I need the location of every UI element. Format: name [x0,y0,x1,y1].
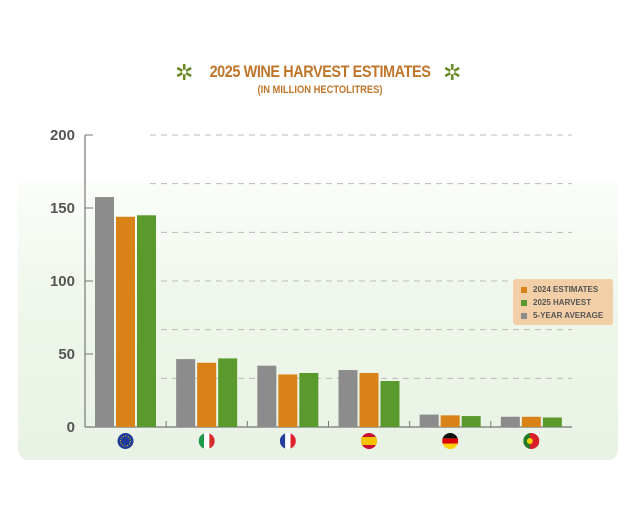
legend-item: 2024 ESTIMATES [521,283,613,296]
legend-swatch [521,312,527,319]
bar-portugal-1 [521,416,541,427]
bar-italy-0 [176,359,196,427]
bar-eu-2 [137,215,156,427]
legend-label: 2024 ESTIMATES [533,285,599,294]
bar-germany-0 [419,414,439,427]
y-tick-label: 50 [58,346,75,363]
bar-spain-0 [338,370,358,427]
legend-swatch [521,286,527,293]
bar-portugal-2 [542,417,562,427]
legend: 2024 ESTIMATES 2025 HARVEST 5-YEAR AVERAGE [513,279,613,325]
bar-france-2 [299,372,319,427]
legend-swatch [521,299,527,306]
bar-germany-2 [461,416,481,427]
germany-flag-icon [442,433,459,449]
legend-item: 5-YEAR AVERAGE [521,309,613,322]
france-flag-icon [279,433,296,449]
y-tick-label: 0 [67,419,75,436]
y-tick-label: 100 [50,273,75,290]
bar-italy-2 [218,358,238,427]
bar-italy-1 [197,362,217,427]
bar-eu-1 [116,216,135,427]
spain-flag-icon [361,433,377,449]
flower-icon: ✲ [443,60,462,85]
bar-spain-2 [380,381,400,427]
legend-label: 2025 HARVEST [533,298,592,307]
chart-title: 2025 WINE HARVEST ESTIMATES [209,62,431,81]
y-tick-label: 200 [50,127,75,144]
bar-france-1 [278,374,298,427]
flower-icon: ✲ [175,60,194,85]
italy-flag-icon [198,433,215,449]
legend-item: 2025 HARVEST [521,296,613,309]
legend-label: 5-YEAR AVERAGE [533,311,604,320]
chart-subtitle: (IN MILLION HECTOLITRES) [257,84,383,96]
portugal-flag-icon [523,433,540,449]
bar-germany-1 [440,415,460,427]
bar-france-0 [257,365,277,427]
bar-portugal-0 [500,416,520,427]
eu-flag-icon [117,433,134,449]
bar-spain-1 [359,372,379,427]
bar-eu-0 [95,197,114,427]
y-tick-label: 150 [50,200,75,217]
